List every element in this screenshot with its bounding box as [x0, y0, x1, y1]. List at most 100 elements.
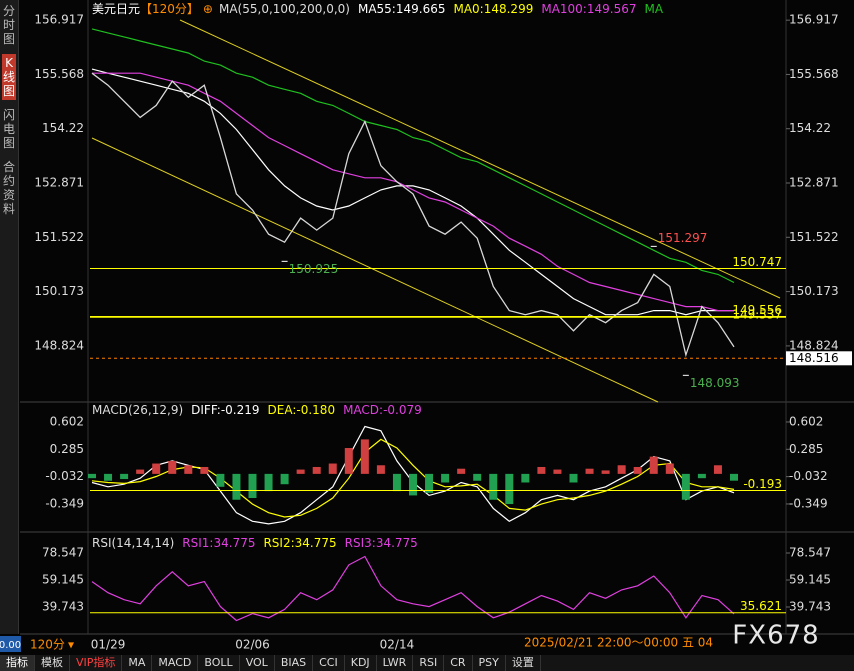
macd-bar — [360, 439, 369, 474]
legend-entry: MA100:149.567 — [541, 2, 636, 16]
y-tick-label: 151.522 — [34, 230, 84, 244]
extreme-label: 151.297 — [658, 231, 708, 245]
y-tick-label: 154.22 — [789, 121, 831, 135]
macd-bar — [585, 468, 594, 474]
y-tick-label: 155.568 — [34, 67, 84, 81]
y-tick-label: -0.349 — [789, 496, 828, 510]
legend-entry: DEA:-0.180 — [268, 403, 336, 417]
macd-bar — [344, 448, 353, 474]
period: 【120分】 — [140, 2, 199, 16]
macd-bar — [649, 456, 658, 474]
symbol: 美元日元 — [92, 2, 140, 16]
toolbar-button[interactable]: 设置 — [506, 655, 541, 671]
toolbar-button[interactable]: CR — [444, 655, 473, 671]
line-series — [92, 72, 734, 312]
legend-entry: MA0:148.299 — [453, 2, 533, 16]
legend-entry: DIFF:-0.219 — [191, 403, 259, 417]
y-tick-label: 0.285 — [789, 442, 823, 456]
status: 0.00 — [0, 640, 21, 651]
sidebar-tab[interactable]: 闪电图 — [2, 108, 15, 150]
dropdown-arrow[interactable]: ▾ — [68, 638, 74, 652]
macd-bar — [505, 473, 514, 505]
price-line — [91, 72, 735, 358]
toolbar-button[interactable]: LWR — [377, 655, 414, 671]
sidebar-tab[interactable]: K线图 — [2, 54, 16, 100]
macd-bar — [617, 465, 626, 474]
macd-bar — [312, 466, 321, 474]
macd-bar — [136, 469, 145, 474]
y-tick-label: 148.824 — [34, 338, 84, 352]
period-select[interactable]: 120分 — [30, 638, 65, 652]
x-tick-label: 02/14 — [380, 638, 415, 652]
toolbar-button[interactable]: 模板 — [35, 655, 70, 671]
macd-bar — [681, 473, 690, 500]
macd-bar — [216, 473, 225, 487]
toolbar-button[interactable]: CCI — [313, 655, 345, 671]
y-tick-label: 154.22 — [42, 121, 84, 135]
x-tick-label: 02/06 — [235, 638, 270, 652]
level-box — [786, 351, 852, 366]
toolbar-button[interactable]: PSY — [473, 655, 506, 671]
y-tick-label: 78.547 — [789, 546, 831, 560]
y-tick-label: 155.568 — [789, 67, 839, 81]
y-tick-label: -0.032 — [45, 469, 84, 483]
macd-bar — [168, 460, 177, 474]
macd-bar — [521, 473, 530, 483]
toolbar-button[interactable]: RSI — [413, 655, 445, 671]
sidebar-tab[interactable]: 分时图 — [2, 4, 15, 46]
indicator: RSI(14,14,14) — [92, 536, 174, 550]
sidebar-tab[interactable]: 合约资料 — [2, 160, 15, 216]
macd-bar — [425, 473, 434, 493]
line-series — [91, 555, 735, 622]
macd-bar — [232, 473, 241, 500]
level-label: 149.537 — [732, 308, 782, 322]
macd-bar — [713, 465, 722, 474]
cursor-label: 2025/02/21 22:00～00:00 五 04 — [524, 636, 713, 650]
y-tick-label: 78.547 — [42, 546, 84, 560]
y-tick-label: 152.871 — [789, 176, 839, 190]
toolbar-button[interactable]: KDJ — [345, 655, 377, 671]
line-series — [91, 438, 735, 518]
indicator: MACD(26,12,9) — [92, 403, 183, 417]
y-tick-label: 59.145 — [42, 572, 84, 586]
line-series — [91, 28, 735, 284]
macd-bar — [200, 466, 209, 474]
trend-line — [91, 137, 659, 403]
macd-bar — [569, 473, 578, 483]
macd-bar — [409, 473, 417, 496]
macd-bar — [633, 466, 642, 474]
macd-bar — [537, 466, 546, 474]
level-label: 150.747 — [732, 255, 782, 269]
legend-entry: MA — [644, 2, 663, 16]
rsi-legend: RSI(14,14,14) RSI1:34.775 RSI2:34.775 RSI3:… — [92, 536, 418, 550]
legend-entry: MACD:-0.079 — [343, 403, 422, 417]
macd-bar — [104, 473, 113, 481]
legend-entry: RSI2:34.775 — [263, 536, 336, 550]
toolbar: 指标 模板 VIP指标 MA MACD BOLL VOL BIAS CCI KDJ LWR RSI CR… — [0, 655, 854, 671]
toolbar-button[interactable]: MACD — [152, 655, 199, 671]
line-series — [91, 68, 734, 316]
toolbar-button[interactable]: BOLL — [198, 655, 240, 671]
status-box — [0, 636, 21, 652]
toolbar-button[interactable]: BIAS — [275, 655, 314, 671]
y-tick-label: -0.032 — [789, 469, 828, 483]
watermark: FX678 — [732, 621, 819, 651]
legend-entry: RSI1:34.775 — [182, 536, 255, 550]
sidebar: 分时图 K线图闪电图合约资料 — [0, 0, 19, 634]
macd-bar — [376, 465, 385, 474]
extreme-label: 150.925 — [289, 262, 339, 276]
extreme-label: 148.093 — [690, 376, 740, 390]
macd-bar — [280, 473, 289, 485]
toolbar-button[interactable]: 指标 — [0, 655, 35, 671]
toolbar-button[interactable]: VOL — [240, 655, 275, 671]
level-label: 149.556 — [732, 303, 782, 317]
macd-bar — [665, 463, 674, 474]
toolbar-button[interactable]: VIP指标 — [70, 655, 123, 671]
toolbar-button[interactable]: MA — [122, 655, 153, 671]
y-tick-label: 0.285 — [50, 442, 84, 456]
y-tick-label: -0.349 — [45, 496, 84, 510]
macd-bar — [264, 473, 273, 492]
y-tick-label: 59.145 — [789, 572, 831, 586]
macd-bar — [553, 469, 562, 474]
